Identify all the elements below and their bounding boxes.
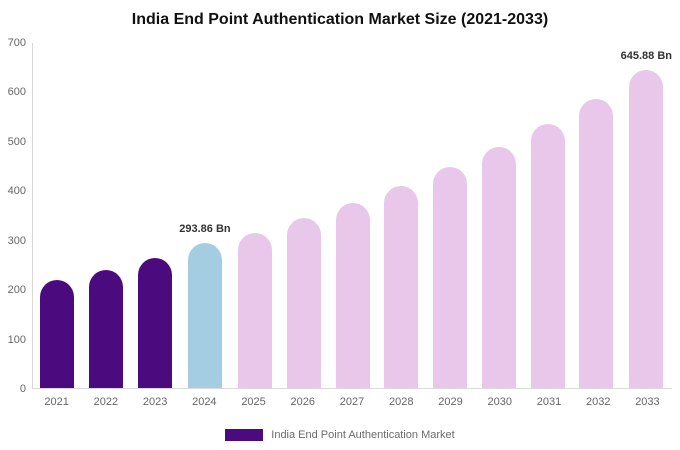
bar [335, 202, 370, 388]
x-tick-label: 2023 [142, 396, 168, 408]
bar-column [82, 43, 131, 388]
x-axis-labels: 2021 2022 2023 2024 2025 2026 2027 2028 2029 2030… [32, 396, 672, 408]
bar [481, 146, 516, 388]
bar-column [523, 43, 572, 388]
bar-column [33, 43, 82, 388]
plot-wrap: 293.86 Bn 645.88 Bn 2021 2022 2023 2024 2025 2… [8, 37, 672, 408]
x-tick-label: 2024 [192, 396, 217, 408]
legend-swatch [225, 429, 264, 441]
bar [530, 123, 565, 388]
bar [286, 218, 321, 388]
bar-column [131, 43, 180, 388]
x-tick-label: 2026 [290, 396, 316, 408]
bar-column [328, 43, 377, 388]
legend-label: India End Point Authentication Market [271, 429, 455, 441]
x-tick-label: 2031 [536, 396, 562, 408]
x-tick-label: 2028 [389, 396, 414, 408]
bar-value-label: 645.88 Bn [620, 49, 672, 62]
x-tick-label: 2025 [241, 396, 266, 408]
bar [629, 69, 664, 388]
bar [187, 243, 222, 388]
bar-column [572, 43, 621, 388]
y-tick-label: 0 [19, 383, 26, 395]
bar-column [279, 43, 328, 388]
y-tick-label: 700 [7, 37, 26, 49]
x-tick-label: 2021 [44, 396, 69, 408]
bar-column: 293.86 Bn [179, 43, 231, 388]
x-tick-label: 2032 [585, 396, 611, 408]
bar [433, 167, 467, 388]
y-tick-label: 300 [7, 234, 26, 247]
bar-column [426, 43, 475, 388]
bar-value-label: 293.86 Bn [179, 223, 231, 236]
bar-column [474, 43, 523, 388]
bar-column: 645.88 Bn [621, 43, 672, 388]
x-tick-label: 2029 [438, 396, 463, 408]
bar [137, 258, 172, 388]
x-tick-label: 2022 [93, 396, 119, 408]
bar [238, 232, 272, 388]
bar [579, 99, 614, 388]
y-tick-label: 100 [7, 333, 26, 346]
bar-column [377, 43, 426, 388]
x-tick-label: 2033 [635, 396, 660, 408]
chart-title: India End Point Authentication Market Si… [131, 11, 549, 28]
x-tick-label: 2027 [339, 396, 365, 408]
y-tick-label: 500 [7, 135, 26, 148]
x-tick-label: 2030 [487, 396, 512, 408]
y-tick-label: 400 [7, 185, 26, 198]
bar-column [231, 43, 280, 388]
bar [40, 279, 75, 388]
bar [89, 269, 124, 388]
plot-area: 293.86 Bn 645.88 Bn [32, 43, 672, 389]
y-tick-label: 200 [7, 284, 26, 297]
y-tick-label: 600 [7, 86, 26, 99]
legend: India End Point Authentication Market [0, 429, 680, 441]
bar [384, 185, 419, 388]
